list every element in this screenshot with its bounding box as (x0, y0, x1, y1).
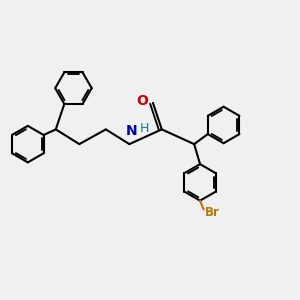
Text: N: N (126, 124, 138, 138)
Text: H: H (140, 122, 149, 135)
Text: O: O (137, 94, 148, 108)
Text: Br: Br (206, 206, 220, 219)
